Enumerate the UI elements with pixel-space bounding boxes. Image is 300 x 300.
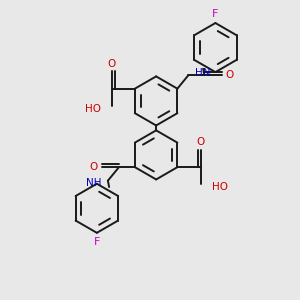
Text: HO: HO (212, 182, 228, 192)
Text: F: F (94, 237, 100, 247)
Text: NH: NH (86, 178, 102, 188)
Text: F: F (212, 9, 219, 19)
Text: O: O (90, 162, 98, 172)
Text: O: O (225, 70, 234, 80)
Text: HN: HN (195, 68, 210, 78)
Text: HO: HO (85, 104, 101, 114)
Text: O: O (107, 58, 116, 68)
Text: O: O (196, 137, 205, 147)
